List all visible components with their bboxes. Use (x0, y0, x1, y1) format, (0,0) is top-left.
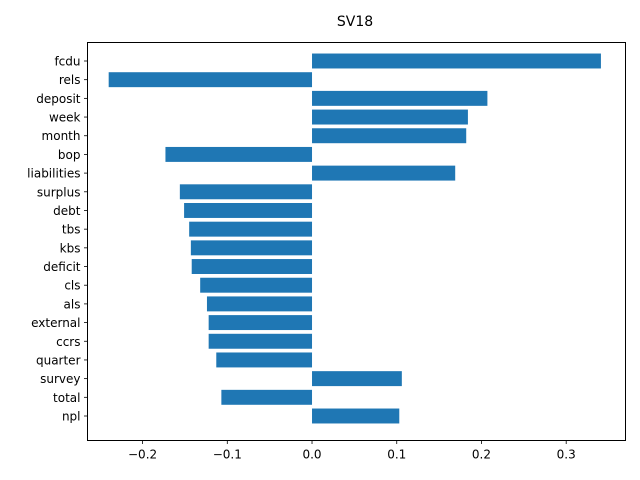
bar-npl (312, 408, 400, 424)
y-tick-label: external (31, 316, 80, 330)
x-tick-label: 0.1 (387, 448, 406, 462)
y-tick-label: surplus (37, 185, 81, 199)
y-tick-label: tbs (62, 223, 81, 237)
y-tick-label: bop (58, 148, 81, 162)
bar-total (221, 389, 313, 405)
y-tick-label: month (42, 129, 81, 143)
y-tick-label: kbs (60, 241, 81, 255)
bar-surplus (179, 184, 313, 200)
x-tick-label: −0.2 (128, 448, 157, 462)
x-tick-label: 0.2 (472, 448, 491, 462)
y-tick-label: rels (59, 73, 81, 87)
y-tick-label: liabilities (27, 167, 80, 181)
y-tick-label: week (49, 111, 81, 125)
y-tick-label: debt (53, 204, 81, 218)
x-tick-label: 0.3 (557, 448, 576, 462)
bar-deficit (191, 259, 313, 274)
y-tick-label: npl (62, 410, 81, 424)
x-tick-label: 0.0 (302, 448, 321, 462)
y-axis-ticks: fcdu rels deposit week month bop liabilities su… (27, 55, 88, 424)
bar-ccrs (208, 333, 313, 349)
y-tick-label: fcdu (54, 55, 80, 69)
y-tick-label: als (64, 297, 81, 311)
y-tick-label: ccrs (56, 335, 80, 349)
bar-week (312, 109, 468, 125)
bar-tbs (189, 221, 313, 237)
plot-frame (87, 42, 626, 441)
bar-als (206, 296, 313, 312)
bar-rels (108, 72, 313, 88)
bar-external (208, 315, 313, 331)
bar-debt (184, 203, 313, 218)
y-tick-label: total (53, 391, 80, 405)
y-tick-label: deposit (36, 92, 81, 106)
bar-survey (312, 371, 402, 387)
x-tick-label: −0.1 (213, 448, 242, 462)
bar-deposit (312, 90, 488, 106)
bar-liabilities (312, 165, 456, 181)
y-tick-label: survey (40, 372, 80, 386)
bar-bop (165, 146, 313, 162)
bar-fcdu (312, 53, 601, 69)
chart-title: SV18 (337, 14, 373, 30)
bar-month (312, 128, 467, 144)
bar-cls (200, 277, 313, 293)
bar-kbs (190, 240, 313, 256)
bar-quarter (216, 352, 313, 368)
bars-group (108, 53, 601, 424)
y-tick-label: deficit (43, 260, 80, 274)
y-tick-label: quarter (36, 353, 81, 367)
y-tick-label: cls (64, 279, 80, 293)
x-axis-ticks: −0.2 −0.1 0.0 0.1 0.2 0.3 (128, 440, 576, 462)
